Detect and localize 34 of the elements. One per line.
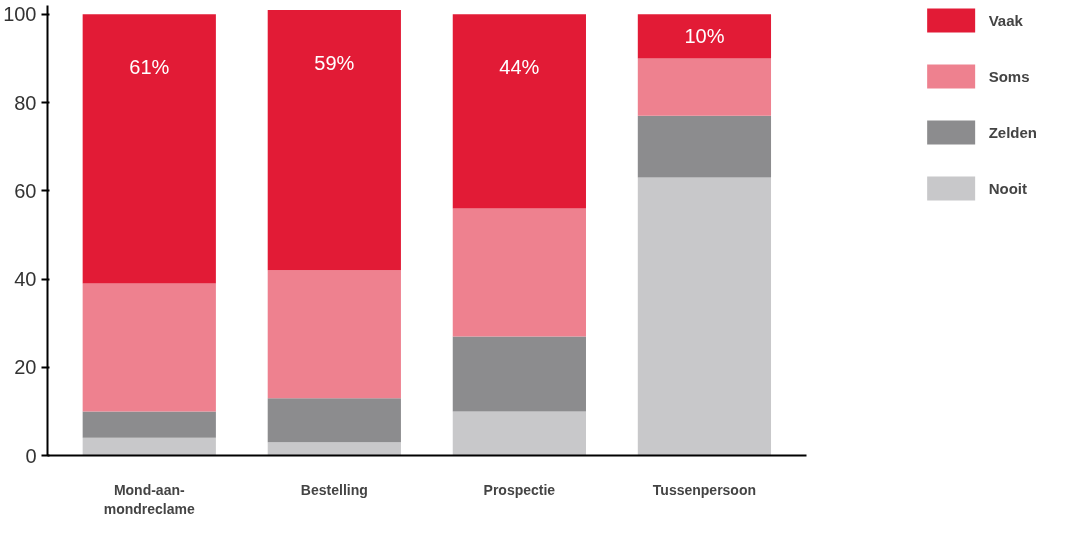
bar [267,9,401,271]
x-tick-label: Tussenpersoon [652,481,757,498]
bar [267,398,401,443]
x-tick-label: Bestelling [300,481,368,498]
bar [82,411,216,438]
bar [637,177,772,456]
y-tick-label: 80 [14,91,37,114]
bar [637,58,772,116]
bar [82,283,216,412]
y-tick-label: 100 [3,3,37,26]
data-label: 10% [684,25,725,48]
bar [637,14,772,59]
bar [452,14,586,209]
legend-label: Soms [988,67,1030,85]
legend-label: Nooit [988,179,1027,197]
y-tick-label: 20 [14,356,37,379]
bar [82,14,216,284]
bar [452,208,586,337]
data-label: 59% [314,51,355,74]
bar [267,270,401,399]
bar [637,115,772,178]
bar [452,411,586,456]
y-tick-label: 40 [14,268,37,291]
data-label: 44% [499,56,540,79]
legend-label: Zelden [988,123,1037,141]
y-tick-label: 0 [25,444,37,467]
x-tick-label: Mond-aan-mondreclame [103,481,196,517]
bar [267,442,401,456]
x-tick-label: Prospectie [483,481,556,498]
data-label: 61% [129,56,170,79]
bar [452,336,586,412]
legend-label: Vaak [988,11,1023,29]
bar [82,437,216,456]
y-tick-label: 60 [14,179,37,202]
